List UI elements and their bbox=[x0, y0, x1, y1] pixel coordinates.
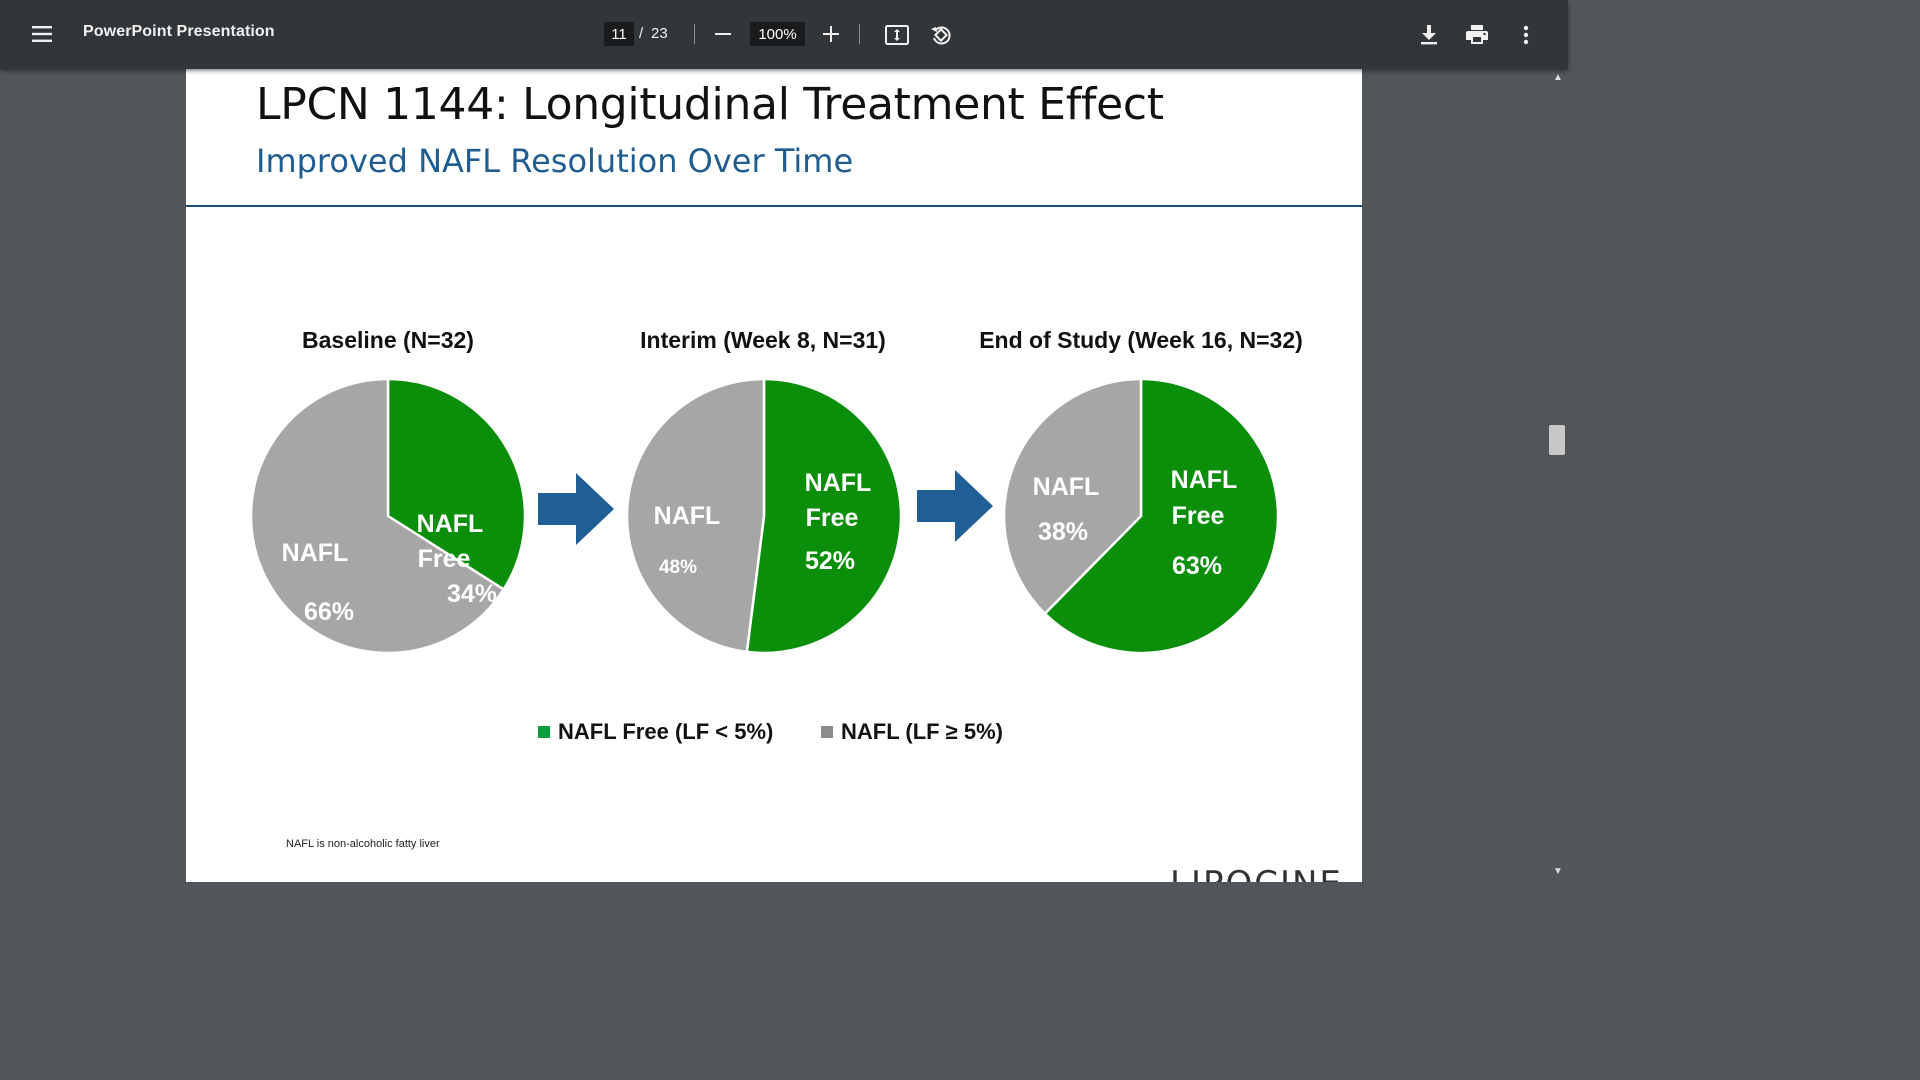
page-separator: / bbox=[639, 25, 644, 42]
pie-slice-nafl-free bbox=[1043, 377, 1280, 655]
legend-item-nafl: NAFL (LF ≥ 5%) bbox=[821, 719, 1003, 745]
pie-label-free-line1: NAFL bbox=[805, 469, 872, 497]
pie-label-free-line2: Free bbox=[806, 504, 859, 532]
pie-slice-nafl bbox=[625, 377, 766, 654]
title-divider bbox=[186, 205, 1362, 207]
rotate-button[interactable] bbox=[924, 18, 958, 52]
page-number-input[interactable] bbox=[604, 22, 634, 46]
pie-chart-end-of-study: NAFL Free 63% NAFL 38% bbox=[1002, 377, 1280, 655]
pie-label-free-line2: Free bbox=[1172, 502, 1225, 530]
zoom-in-button[interactable] bbox=[815, 18, 847, 50]
pie-title-baseline: Baseline (N=32) bbox=[302, 327, 474, 353]
pie-label-free-line1: NAFL bbox=[417, 510, 484, 538]
legend-swatch-gray bbox=[821, 726, 833, 738]
pie-value-nafl: 48% bbox=[659, 557, 697, 578]
more-vert-icon bbox=[1523, 25, 1529, 45]
pie-value-nafl-free: 34% bbox=[447, 580, 497, 608]
company-logo: LIPOCINE bbox=[1170, 864, 1343, 882]
page-total: 23 bbox=[651, 25, 668, 42]
slide-title: LPCN 1144: Longitudinal Treatment Effect bbox=[256, 79, 1164, 130]
pie-title-interim: Interim (Week 8, N=31) bbox=[640, 327, 886, 353]
slide-subtitle: Improved NAFL Resolution Over Time bbox=[256, 142, 854, 180]
pie-value-nafl: 66% bbox=[304, 598, 354, 626]
pie-title-end-of-study: End of Study (Week 16, N=32) bbox=[979, 327, 1303, 353]
pie-chart-interim: NAFL Free 52% NAFL 48% bbox=[625, 377, 903, 655]
scroll-up-button[interactable]: ▲ bbox=[1553, 72, 1563, 83]
document-title: PowerPoint Presentation bbox=[83, 23, 275, 40]
rotate-icon bbox=[931, 26, 951, 45]
fit-page-icon bbox=[885, 25, 909, 45]
print-icon bbox=[1466, 25, 1488, 44]
legend-swatch-green bbox=[538, 726, 550, 738]
pie-slice-nafl-free bbox=[745, 377, 903, 655]
pie-label-nafl: NAFL bbox=[282, 539, 349, 567]
progression-arrow bbox=[538, 473, 614, 545]
zoom-out-icon bbox=[715, 33, 731, 35]
scroll-down-button[interactable]: ▼ bbox=[1553, 866, 1563, 877]
legend-item-nafl-free: NAFL Free (LF < 5%) bbox=[538, 719, 773, 745]
pie-value-nafl-free: 52% bbox=[805, 547, 855, 575]
pie-label-free-line2: Free bbox=[418, 545, 471, 573]
pie-slice-nafl bbox=[1002, 377, 1143, 616]
scrollbar-thumb[interactable] bbox=[1549, 425, 1565, 455]
download-icon bbox=[1421, 25, 1437, 45]
pie-label-free-line1: NAFL bbox=[1171, 466, 1238, 494]
fit-to-page-button[interactable] bbox=[880, 18, 914, 52]
legend-label: NAFL Free (LF < 5%) bbox=[558, 719, 774, 744]
more-options-button[interactable] bbox=[1510, 18, 1542, 52]
pie-slice-nafl bbox=[249, 377, 506, 655]
legend-label: NAFL (LF ≥ 5%) bbox=[841, 719, 1003, 744]
pie-value-nafl: 38% bbox=[1038, 518, 1088, 546]
menu-icon bbox=[32, 26, 52, 42]
zoom-level-input[interactable] bbox=[750, 22, 805, 46]
toolbar-divider bbox=[694, 24, 695, 44]
zoom-in-icon bbox=[823, 26, 839, 42]
toolbar-divider bbox=[859, 24, 860, 44]
print-button[interactable] bbox=[1460, 18, 1494, 52]
menu-button[interactable] bbox=[22, 14, 62, 54]
pie-label-nafl: NAFL bbox=[1033, 473, 1100, 501]
pie-value-nafl-free: 63% bbox=[1172, 552, 1222, 580]
download-button[interactable] bbox=[1412, 18, 1446, 52]
pie-chart-baseline: NAFL Free 34% NAFL 66% bbox=[249, 377, 527, 655]
footnote: NAFL is non-alcoholic fatty liver bbox=[286, 838, 440, 850]
zoom-out-button[interactable] bbox=[707, 18, 739, 50]
pdf-page: LPCN 1144: Longitudinal Treatment Effect… bbox=[186, 69, 1362, 882]
pdf-toolbar: PowerPoint Presentation / 23 bbox=[0, 0, 1568, 69]
progression-arrow bbox=[917, 470, 993, 542]
pie-label-nafl: NAFL bbox=[654, 502, 721, 530]
